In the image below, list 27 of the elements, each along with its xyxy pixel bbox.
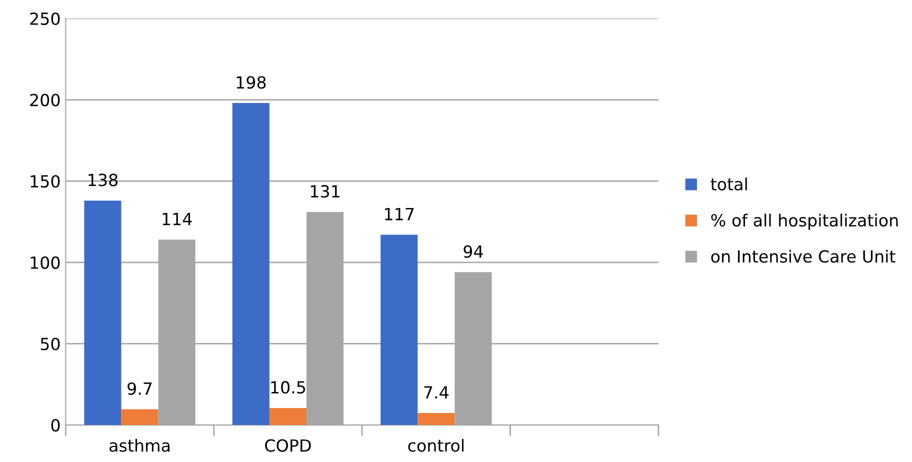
- x-tick-label: asthma: [110, 438, 170, 452]
- data-label: 94: [464, 245, 483, 258]
- x-tick-label: control: [408, 438, 464, 452]
- data-label: 138: [88, 174, 118, 186]
- y-tick-label: 150: [30, 175, 60, 188]
- legend-label: on Intensive Care Unit: [711, 250, 896, 263]
- bar: [418, 413, 455, 426]
- data-label: 117: [385, 208, 414, 220]
- legend-label: total: [710, 178, 747, 190]
- data-label: 131: [310, 185, 340, 198]
- bar: [84, 200, 122, 426]
- y-tick-label: 250: [30, 12, 60, 26]
- bar: [121, 409, 158, 426]
- data-label: 9.7: [128, 382, 152, 395]
- data-label: 114: [162, 212, 192, 226]
- y-tick-label: 200: [30, 94, 60, 106]
- x-tick-label: COPD: [265, 439, 311, 452]
- y-tick-label: 100: [30, 256, 60, 269]
- bar: [380, 234, 418, 426]
- bar: [269, 408, 306, 426]
- bar: [232, 103, 270, 426]
- y-tick-label: 50: [40, 338, 60, 350]
- data-label: 7.4: [424, 386, 448, 398]
- legend-label: % of all hospitalization: [711, 214, 898, 230]
- y-tick-label: 0: [51, 419, 60, 432]
- data-label: 10.5: [271, 381, 306, 394]
- data-label: 198: [236, 76, 266, 89]
